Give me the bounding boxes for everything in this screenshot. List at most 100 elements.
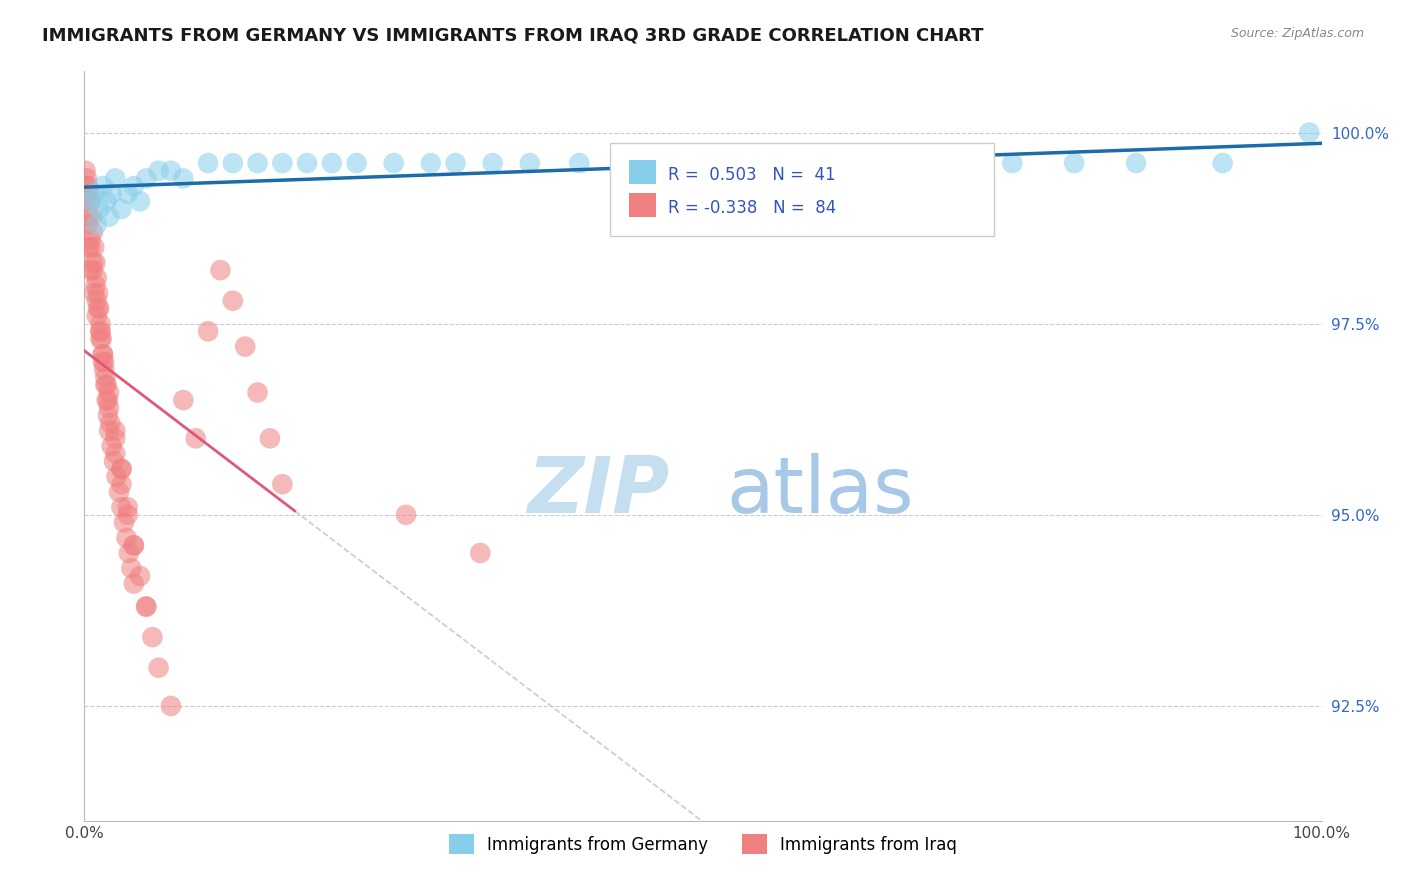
Point bbox=[77, 179, 100, 194]
Point bbox=[96, 377, 118, 392]
Point bbox=[87, 301, 110, 316]
Point bbox=[77, 210, 100, 224]
Point bbox=[89, 324, 111, 338]
Point bbox=[103, 454, 125, 468]
Point bbox=[79, 194, 101, 209]
Point bbox=[135, 171, 157, 186]
Point bbox=[346, 156, 368, 170]
Point bbox=[89, 324, 111, 338]
Point bbox=[96, 393, 118, 408]
Point bbox=[209, 263, 232, 277]
Point bbox=[754, 156, 776, 170]
Point bbox=[110, 462, 132, 476]
Point bbox=[89, 332, 111, 346]
Text: IMMIGRANTS FROM GERMANY VS IMMIGRANTS FROM IRAQ 3RD GRADE CORRELATION CHART: IMMIGRANTS FROM GERMANY VS IMMIGRANTS FR… bbox=[42, 27, 984, 45]
Point bbox=[83, 286, 105, 301]
Point bbox=[80, 210, 103, 224]
Point bbox=[122, 576, 145, 591]
Point bbox=[84, 255, 107, 269]
Point bbox=[939, 156, 962, 170]
Point bbox=[112, 516, 135, 530]
Point bbox=[77, 217, 100, 231]
Point bbox=[100, 439, 122, 453]
FancyBboxPatch shape bbox=[610, 143, 994, 236]
Point bbox=[692, 156, 714, 170]
Point bbox=[89, 301, 111, 316]
Point bbox=[100, 186, 122, 201]
Point bbox=[76, 171, 98, 186]
Point bbox=[222, 156, 245, 170]
Text: Source: ZipAtlas.com: Source: ZipAtlas.com bbox=[1230, 27, 1364, 40]
Point bbox=[89, 202, 111, 216]
Point bbox=[91, 179, 114, 194]
Point bbox=[79, 263, 101, 277]
Point bbox=[93, 362, 115, 376]
Point bbox=[76, 194, 98, 209]
Point bbox=[1212, 156, 1234, 170]
Point bbox=[395, 508, 418, 522]
Point bbox=[115, 531, 138, 545]
Point bbox=[110, 500, 132, 515]
Point bbox=[104, 171, 127, 186]
Point bbox=[122, 538, 145, 552]
Point bbox=[815, 156, 838, 170]
Point bbox=[82, 255, 104, 269]
Point bbox=[129, 194, 152, 209]
Point bbox=[86, 309, 108, 323]
Point bbox=[444, 156, 467, 170]
Point bbox=[295, 156, 318, 170]
Point bbox=[172, 393, 194, 408]
Point bbox=[82, 225, 104, 239]
Point bbox=[118, 546, 141, 560]
Point bbox=[877, 156, 900, 170]
Point bbox=[160, 163, 183, 178]
Point bbox=[82, 263, 104, 277]
Bar bbox=[628, 194, 657, 218]
Point bbox=[94, 377, 117, 392]
Point bbox=[519, 156, 541, 170]
Point bbox=[197, 156, 219, 170]
Point bbox=[89, 317, 111, 331]
Point bbox=[94, 370, 117, 384]
Point bbox=[90, 332, 112, 346]
Point bbox=[91, 355, 114, 369]
Point bbox=[83, 186, 105, 201]
Point bbox=[117, 508, 139, 522]
Point bbox=[79, 233, 101, 247]
Point bbox=[97, 393, 120, 408]
Text: ZIP: ZIP bbox=[527, 453, 669, 529]
Point bbox=[1125, 156, 1147, 170]
Point bbox=[104, 424, 127, 438]
Point bbox=[135, 599, 157, 614]
Point bbox=[104, 431, 127, 445]
Point bbox=[79, 240, 101, 254]
Point bbox=[98, 210, 121, 224]
Point bbox=[98, 416, 121, 430]
Point bbox=[382, 156, 405, 170]
Point bbox=[321, 156, 343, 170]
Point bbox=[86, 270, 108, 285]
Point bbox=[246, 385, 269, 400]
Text: R = -0.338   N =  84: R = -0.338 N = 84 bbox=[668, 199, 837, 217]
Point bbox=[84, 278, 107, 293]
Point bbox=[104, 447, 127, 461]
Point bbox=[75, 163, 97, 178]
Point bbox=[141, 630, 163, 644]
Point bbox=[129, 569, 152, 583]
Point bbox=[75, 179, 97, 194]
Point bbox=[79, 186, 101, 201]
Point bbox=[172, 171, 194, 186]
Point bbox=[117, 186, 139, 201]
Point bbox=[91, 347, 114, 361]
Point bbox=[568, 156, 591, 170]
Point bbox=[120, 561, 142, 575]
Point bbox=[222, 293, 245, 308]
Point bbox=[1298, 126, 1320, 140]
Point bbox=[98, 424, 121, 438]
Point bbox=[259, 431, 281, 445]
Point bbox=[617, 156, 640, 170]
Point bbox=[1001, 156, 1024, 170]
Point bbox=[86, 217, 108, 231]
Point bbox=[83, 240, 105, 254]
Point bbox=[135, 599, 157, 614]
